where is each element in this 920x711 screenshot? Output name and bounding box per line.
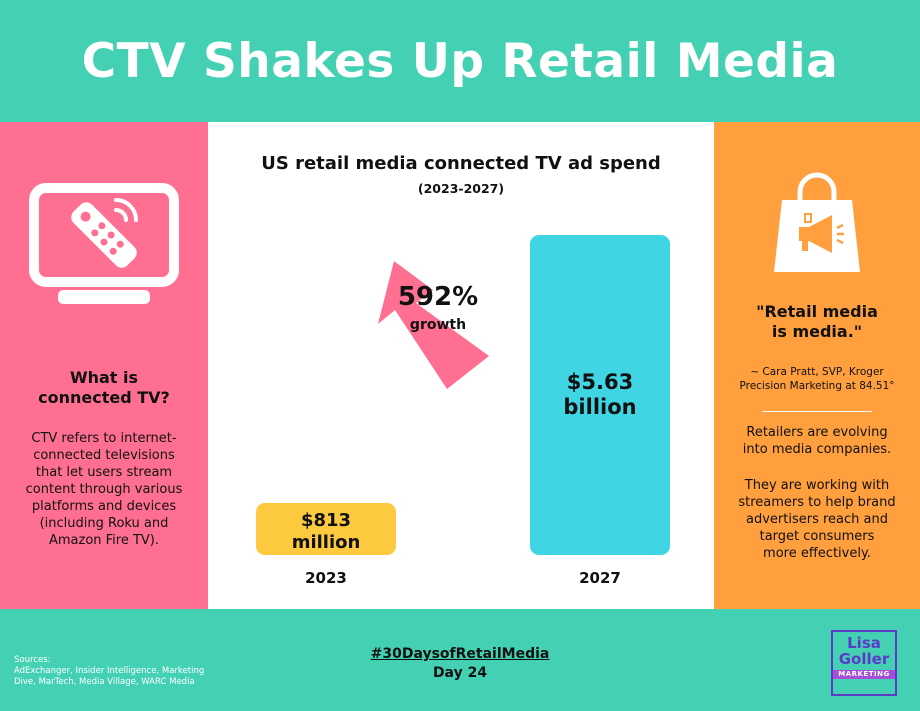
hashtag-link[interactable]: #30DaysofRetailMedia: [370, 646, 550, 662]
x-tick-2023: 2023: [305, 569, 347, 587]
day-label: Day 24: [432, 665, 488, 681]
footer: Sources: AdExchanger, Insider Intelligen…: [0, 609, 920, 711]
x-tick-2027: 2027: [579, 569, 621, 587]
quote-attribution: ~ Cara Pratt, SVP, Kroger Precision Mark…: [739, 366, 895, 392]
logo-line-2: Goller: [838, 650, 890, 668]
data-label-2023: $813 million: [291, 510, 361, 553]
chart-subtitle: (2023-2027): [417, 181, 505, 196]
bar-2027: [530, 235, 670, 555]
divider-line: [762, 411, 872, 412]
ctv-question-heading: What is connected TV?: [38, 368, 170, 407]
logo-line-1: Lisa: [847, 634, 881, 652]
sources-label: Sources:: [14, 655, 51, 665]
brand-logo: Lisa Goller MARKETING: [831, 630, 897, 696]
sources-text: AdExchanger, Insider Intelligence, Marke…: [14, 666, 205, 687]
data-label-2027: $5.63 billion: [563, 370, 637, 419]
bar-2023: [256, 503, 396, 555]
tv-remote-icon: [29, 183, 179, 304]
streamers-paragraph: They are working with streamers to help …: [738, 478, 896, 561]
growth-arrow-icon: [378, 261, 489, 389]
growth-label: growth: [409, 317, 467, 333]
chart-title: US retail media connected TV ad spend: [261, 153, 661, 174]
growth-percentage: 592%: [397, 282, 479, 312]
retailers-paragraph: Retailers are evolving into media compan…: [742, 425, 892, 457]
right-panel: "Retail media is media." ~ Cara Pratt, S…: [714, 122, 920, 609]
left-panel: What is connected TV? CTV refers to inte…: [0, 122, 208, 609]
logo-line-3: MARKETING: [833, 670, 895, 679]
shopping-bag-megaphone-icon: [774, 172, 860, 272]
chart-area: [256, 235, 670, 555]
chart-panel: US retail media connected TV ad spend (2…: [208, 122, 714, 609]
header-banner: CTV Shakes Up Retail Media: [0, 0, 920, 122]
ctv-definition-text: CTV refers to internet- connected televi…: [25, 431, 183, 548]
quote-text: "Retail media is media.": [756, 302, 878, 341]
page-title: CTV Shakes Up Retail Media: [81, 33, 839, 89]
